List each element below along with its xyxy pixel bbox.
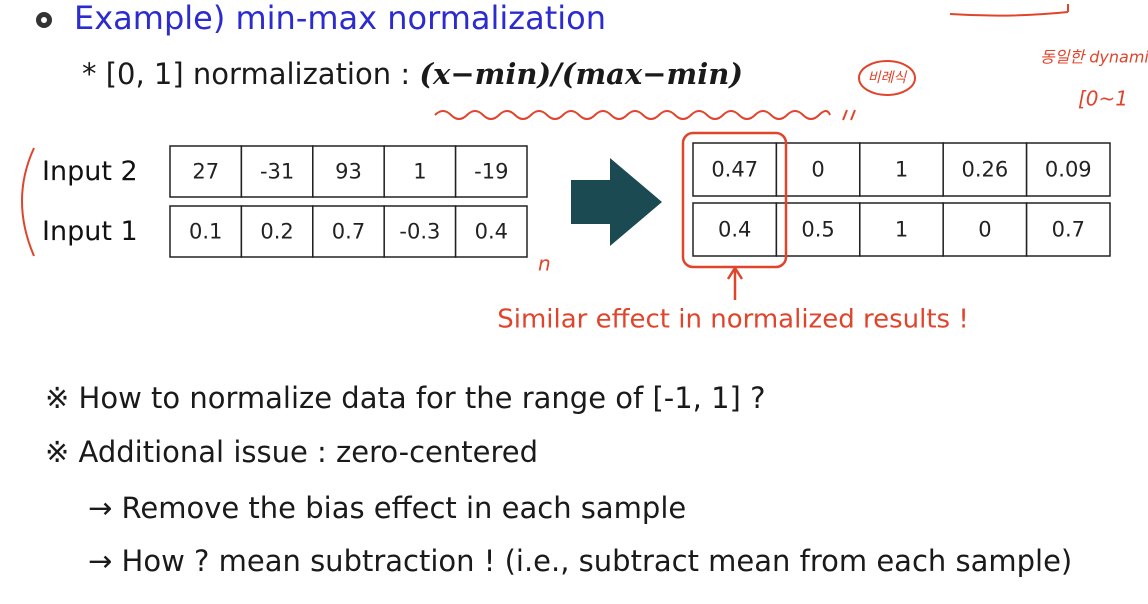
cell-value: 93 — [335, 160, 362, 184]
table-cell — [692, 142, 778, 197]
bullet-text: ※ How to normalize data for the range of… — [45, 381, 765, 415]
tables: Input 2 27 -31 93 1 -19 Input 1 0.1 0.2 0.7 -0.3 0.… — [42, 142, 1111, 258]
handwritten-mark — [842, 109, 856, 121]
table-cell — [383, 205, 457, 258]
cell-value: 0.2 — [260, 220, 293, 244]
table-cell — [775, 202, 861, 257]
cell-value: 1 — [895, 158, 908, 182]
formula: (x−min)/(max−min) — [419, 57, 743, 91]
cell-value: 0.7 — [1052, 218, 1085, 242]
table-cell — [859, 202, 944, 257]
cell-value: 1 — [413, 160, 426, 184]
annotation: Similar effect in normalized results ! — [497, 305, 969, 335]
table-cell — [859, 142, 944, 197]
table-cell — [312, 145, 385, 198]
bullet-text: → How ? mean subtraction ! (i.e., subtra… — [88, 544, 1072, 578]
table-cell — [454, 205, 528, 258]
handwritten-note: n — [538, 252, 551, 276]
cell-value: 0.26 — [962, 158, 1009, 182]
cell-value: 0 — [978, 218, 991, 242]
handwritten-note: 동일한 dynami — [1040, 48, 1148, 67]
table-cell — [942, 142, 1028, 197]
table-cell — [240, 145, 314, 198]
handwritten-underline — [434, 110, 831, 120]
bullet-icon-hole — [41, 17, 47, 23]
heading: Example) min-max normalization — [74, 0, 606, 37]
row-label: Input 2 — [42, 156, 138, 187]
table-cell — [454, 145, 528, 198]
cell-value: 0 — [811, 158, 824, 182]
table-cell — [942, 202, 1028, 257]
bullet-text: → Remove the bias effect in each sample — [88, 491, 686, 525]
table-cell — [383, 145, 457, 198]
subheading-text: * [0, 1] normalization : — [82, 57, 419, 91]
cell-value: 0.1 — [189, 220, 222, 244]
cell-value: 1 — [895, 218, 908, 242]
subheading: * [0, 1] normalization : (x−min)/(max−mi… — [82, 57, 743, 91]
table-cell — [692, 202, 778, 257]
handwritten-bracket — [21, 147, 35, 257]
cell-value: 0.4 — [718, 218, 751, 242]
cell-value: 0.47 — [711, 158, 758, 182]
table-cell — [240, 205, 314, 258]
cell-value: 27 — [192, 160, 219, 184]
table-cell — [312, 205, 385, 258]
table-cell — [169, 145, 243, 198]
cell-value: -0.3 — [399, 220, 440, 244]
cell-value: 0.5 — [801, 218, 834, 242]
cell-value: 0.09 — [1045, 158, 1092, 182]
cell-value: 0.4 — [475, 220, 508, 244]
cell-value: -19 — [474, 160, 508, 184]
row-label: Input 1 — [42, 216, 138, 247]
handwritten-circle — [858, 60, 916, 96]
annotation-arrow-head — [726, 265, 744, 280]
table-cell — [1025, 142, 1111, 197]
bullet-text: ※ Additional issue : zero-centered — [45, 435, 538, 469]
handwritten-line — [949, 4, 1069, 17]
cell-value: 0.7 — [332, 220, 365, 244]
table-cell — [169, 205, 243, 258]
table-cell — [1025, 202, 1111, 257]
cell-value: -31 — [260, 160, 294, 184]
arrow — [571, 158, 662, 246]
handwritten-note: [0~1 — [1078, 87, 1128, 111]
handwritten-note: 비례식 — [868, 70, 908, 86]
